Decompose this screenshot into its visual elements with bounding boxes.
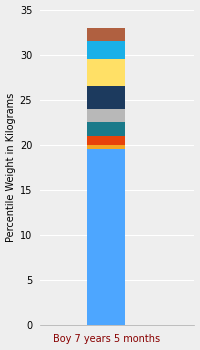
Bar — [87, 86, 125, 108]
Bar — [87, 145, 125, 149]
Bar — [87, 135, 125, 145]
Bar — [87, 108, 125, 122]
Bar — [87, 149, 125, 325]
Bar — [87, 122, 125, 135]
Y-axis label: Percentile Weight in Kilograms: Percentile Weight in Kilograms — [6, 92, 16, 242]
Bar — [87, 41, 125, 59]
Bar — [87, 59, 125, 86]
Bar — [87, 28, 125, 41]
